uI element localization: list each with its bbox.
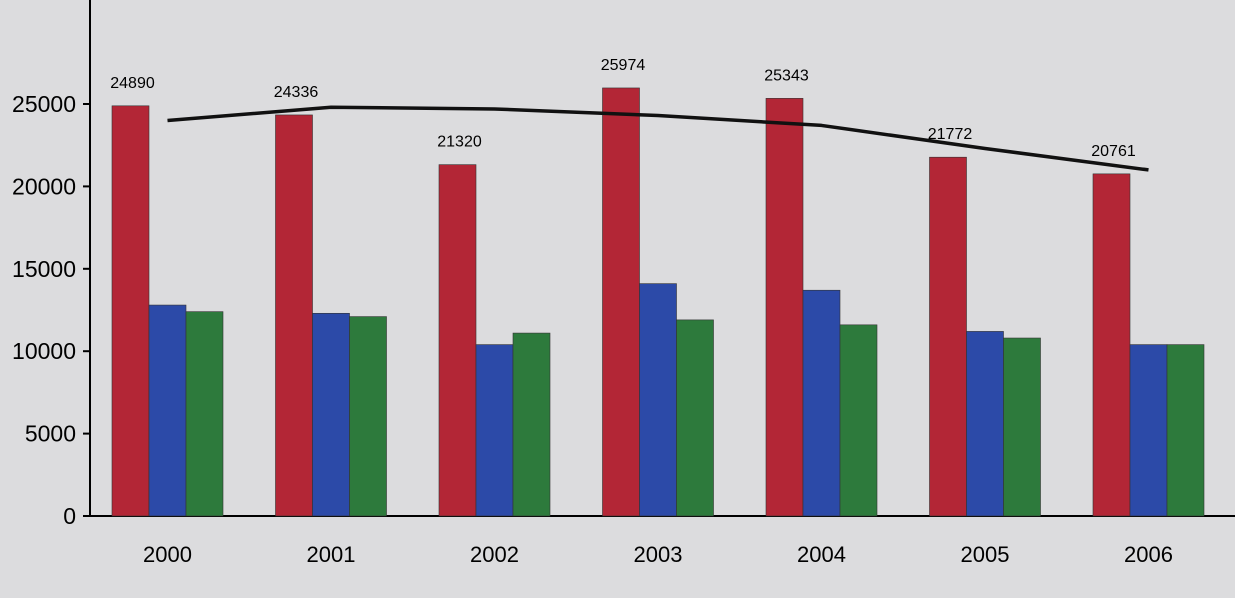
x-tick-label: 2001 [307,542,356,567]
data-label: 21320 [437,134,482,151]
line-series [167,107,1148,170]
bar [1004,338,1041,516]
trend-line [168,107,1149,170]
data-label: 24336 [274,84,319,101]
bar [1130,345,1167,516]
bar [1093,174,1130,516]
bar [149,305,186,516]
bar [603,88,640,516]
bar [1167,345,1204,516]
bar [840,325,877,516]
y-axis: 0 5000 10000 15000 20000 25000 [12,0,90,529]
y-tick-label: 0 [63,503,76,529]
x-tick-label: 2005 [961,542,1010,567]
bar [476,345,513,516]
bar [930,157,967,516]
x-tick-label: 2000 [143,542,192,567]
bar [439,165,476,516]
bar [640,284,677,516]
bar [803,290,840,516]
y-tick-label: 15000 [12,256,76,282]
x-tick-label: 2003 [634,542,683,567]
bar [967,331,1004,516]
data-label: 25974 [601,57,646,74]
data-label: 25343 [764,67,809,84]
x-tick-labels: 2000 2001 2002 2003 2004 2005 2006 [143,542,1173,567]
y-tick-label: 25000 [12,91,76,117]
bar [513,333,550,516]
bar [276,115,313,516]
data-label: 20761 [1091,143,1136,160]
bar [313,313,350,516]
bars [112,88,1204,516]
y-tick-label: 20000 [12,173,76,199]
y-tick-label: 10000 [12,338,76,364]
bar [766,98,803,516]
bar [186,312,223,516]
data-label: 21772 [928,126,973,143]
x-tick-label: 2004 [797,542,846,567]
x-tick-label: 2002 [470,542,519,567]
data-label: 24890 [110,75,155,92]
bar [677,320,714,516]
y-tick-label: 5000 [25,421,76,447]
bar [112,106,149,516]
x-tick-label: 2006 [1124,542,1173,567]
bar [350,317,387,516]
